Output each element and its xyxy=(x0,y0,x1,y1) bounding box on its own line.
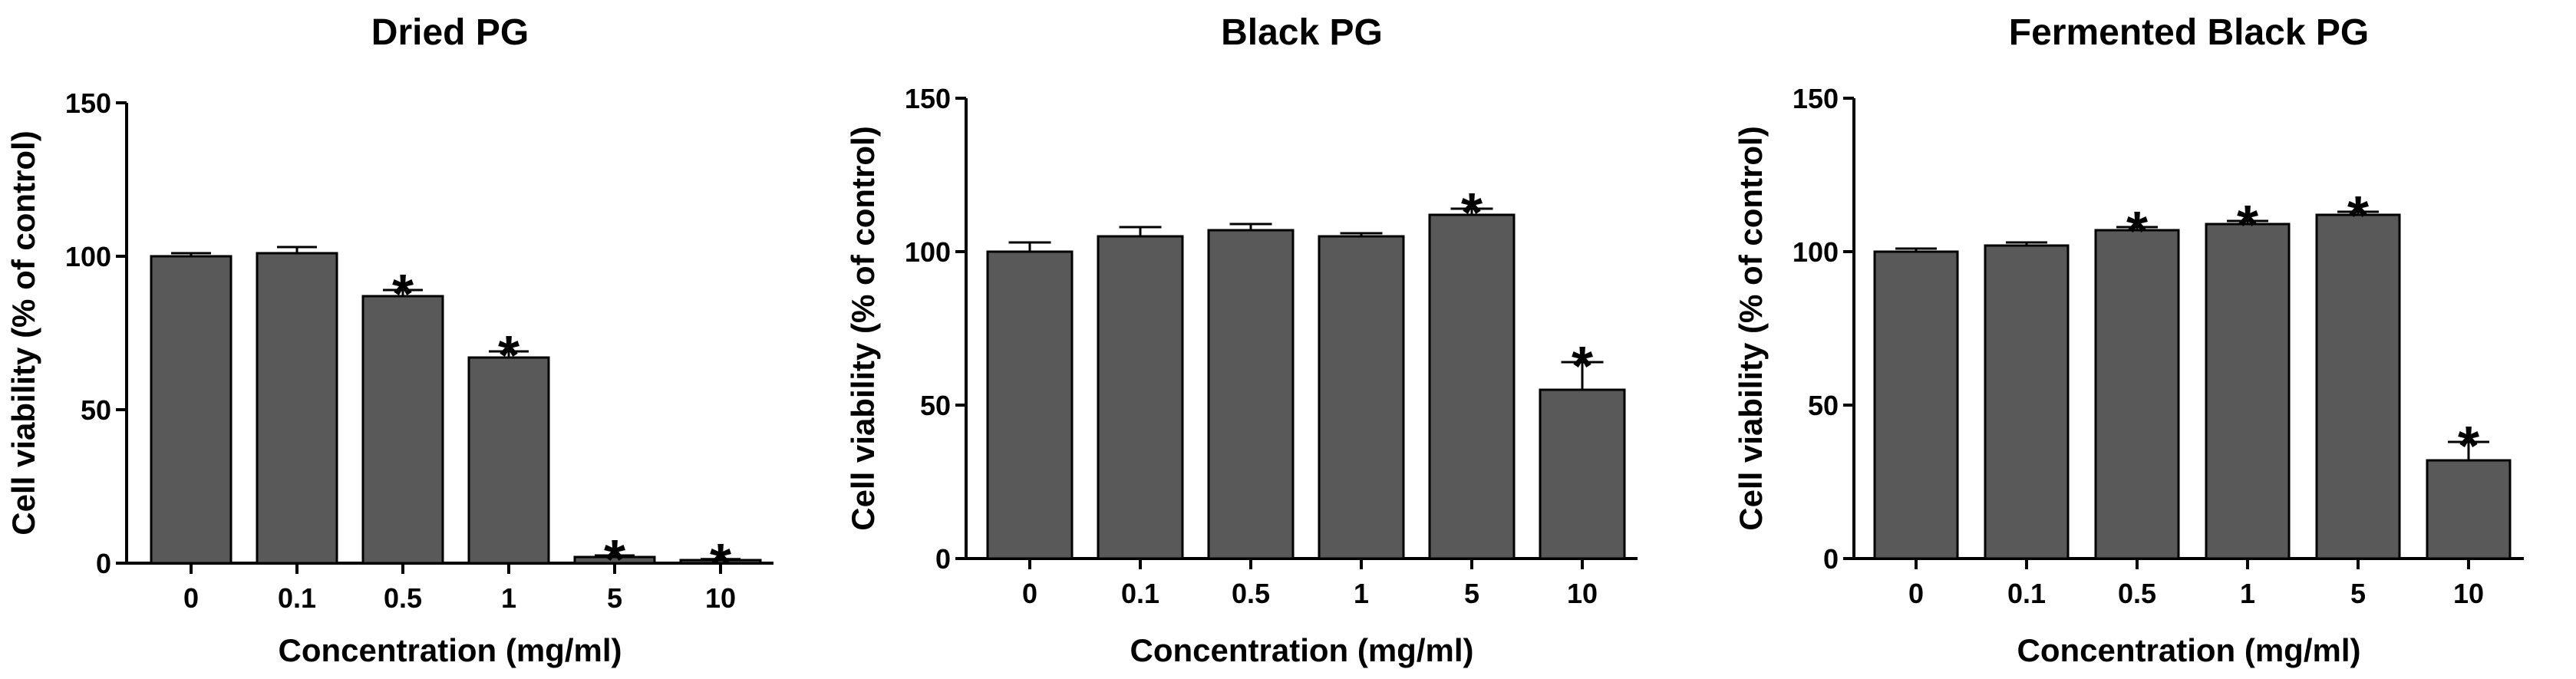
chart-2-title: Black PG xyxy=(1221,12,1383,53)
chart-2-x-tick-label-4: 5 xyxy=(1464,578,1479,609)
chart-1-y-tick-label-150: 150 xyxy=(65,87,111,119)
chart-3-significance-marker-5: * xyxy=(2458,416,2479,477)
chart-3-error-bar-2 xyxy=(2116,226,2158,230)
chart-1-x-tick-label-2: 0.5 xyxy=(384,582,422,614)
chart-2-x-tick-label-3: 1 xyxy=(1354,578,1369,609)
chart-3-x-tick-label-1: 0.1 xyxy=(2007,578,2046,609)
chart-3-bar-1 xyxy=(1984,244,2070,560)
chart-2-bar-2 xyxy=(1207,229,1295,560)
chart-1-error-bar-3 xyxy=(489,350,529,358)
chart-1-x-tick-label-1: 0.1 xyxy=(278,582,316,614)
chart-3-title: Fermented Black PG xyxy=(2009,12,2370,53)
chart-1-y-tick-label-100: 100 xyxy=(65,241,111,272)
chart-3-significance-marker-4: * xyxy=(2347,186,2369,247)
chart-1-error-bar-4 xyxy=(595,554,635,557)
chart-2-bar-3 xyxy=(1318,235,1405,560)
chart-2-y-axis-label: Cell viability (% of control) xyxy=(845,126,881,530)
chart-3-y-tick-label-100: 100 xyxy=(1793,236,1839,268)
chart-1-error-bar-1 xyxy=(277,246,317,253)
chart-2-y-tick-label-50: 50 xyxy=(920,390,951,421)
chart-2-error-bar-3 xyxy=(1340,232,1383,236)
chart-3-x-tick-label-2: 0.5 xyxy=(2118,578,2156,609)
chart-1-x-tick-label-0: 0 xyxy=(183,582,199,614)
chart-2-x-tick-label-0: 0 xyxy=(1022,578,1037,609)
chart-1-significance-marker-2: * xyxy=(392,264,414,325)
chart-1-title: Dried PG xyxy=(371,12,529,53)
chart-3-x-axis-label: Concentration (mg/ml) xyxy=(2017,632,2361,668)
chart-2-bar-1 xyxy=(1097,235,1184,560)
chart-3-significance-marker-3: * xyxy=(2237,195,2258,256)
chart-3-x-tick-label-3: 1 xyxy=(2240,578,2255,609)
chart-2-x-tick-label-5: 10 xyxy=(1567,578,1598,609)
chart-1-bar-3 xyxy=(467,356,550,565)
chart-2-error-bar-1 xyxy=(1119,226,1162,236)
chart-2-bar-5 xyxy=(1539,388,1626,560)
chart-1-x-tick-label-4: 5 xyxy=(607,582,622,614)
chart-3-x-tick-label-5: 10 xyxy=(2453,578,2484,609)
chart-3-y-tick-label-0: 0 xyxy=(1823,543,1839,575)
chart-1-x-tick-label-5: 10 xyxy=(705,582,736,614)
chart-3-error-bar-1 xyxy=(2006,241,2047,246)
chart-3-bar-4 xyxy=(2315,213,2401,560)
chart-3-error-bar-0 xyxy=(1895,247,1937,252)
chart-3-y-tick-label-150: 150 xyxy=(1793,83,1839,114)
chart-2-x-axis-label: Concentration (mg/ml) xyxy=(1130,632,1474,668)
chart-1-significance-marker-4: * xyxy=(604,529,625,591)
chart-2-y-tick-label-100: 100 xyxy=(905,236,951,268)
chart-2-y-tick-label-0: 0 xyxy=(935,543,951,575)
chart-3-y-axis-label: Cell viability (% of control) xyxy=(1733,126,1769,530)
chart-1-error-bar-2 xyxy=(383,288,423,296)
chart-2-y-tick-label-150: 150 xyxy=(905,83,951,114)
chart-1-error-bar-5 xyxy=(701,558,740,561)
chart-1-y-tick-label-50: 50 xyxy=(81,394,111,426)
chart-3-x-tick-label-4: 5 xyxy=(2350,578,2366,609)
chart-3-y-tick-label-50: 50 xyxy=(1808,390,1839,421)
chart-3-bar-3 xyxy=(2205,222,2291,560)
chart-1-bar-1 xyxy=(256,252,338,565)
chart-1-bar-0 xyxy=(150,255,233,565)
chart-2-x-tick-label-2: 0.5 xyxy=(1232,578,1270,609)
chart-1-y-axis-label: Cell viability (% of control) xyxy=(5,130,41,535)
chart-2-bar-4 xyxy=(1428,213,1516,560)
chart-1-y-tick-label-0: 0 xyxy=(96,548,111,579)
chart-1-x-tick-label-3: 1 xyxy=(501,582,516,614)
chart-3-error-bar-5 xyxy=(2448,440,2489,460)
chart-2-x-tick-label-1: 0.1 xyxy=(1121,578,1159,609)
chart-1-significance-marker-5: * xyxy=(710,533,731,595)
chart-2-bar-0 xyxy=(986,250,1074,560)
chart-3-significance-marker-2: * xyxy=(2126,201,2148,262)
chart-3-error-bar-4 xyxy=(2337,210,2379,215)
chart-1-error-bar-0 xyxy=(171,252,211,256)
chart-1-bar-2 xyxy=(361,295,444,565)
chart-2-error-bar-2 xyxy=(1229,222,1272,230)
chart-2-significance-marker-5: * xyxy=(1572,336,1593,397)
chart-3-x-tick-label-0: 0 xyxy=(1908,578,1924,609)
chart-3-bar-2 xyxy=(2094,229,2180,560)
chart-3-error-bar-3 xyxy=(2227,219,2268,224)
chart-2-error-bar-5 xyxy=(1561,361,1604,390)
chart-2-significance-marker-4: * xyxy=(1461,183,1483,244)
chart-2-error-bar-0 xyxy=(1008,241,1051,252)
chart-1-x-axis-label: Concentration (mg/ml) xyxy=(279,632,622,668)
chart-3-bar-0 xyxy=(1873,250,1959,560)
chart-1-significance-marker-3: * xyxy=(498,325,519,387)
chart-2-error-bar-4 xyxy=(1450,207,1493,215)
